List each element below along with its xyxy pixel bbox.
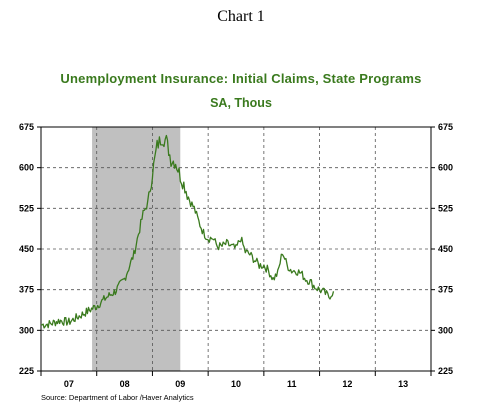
y-tick-label-left: 300 xyxy=(19,325,34,335)
y-tick-label-right: 675 xyxy=(438,122,453,132)
tick-labels: 225 225 300 300 375 375 450 450 525 525 600 600 675 6… xyxy=(19,122,453,389)
x-tick-label: 11 xyxy=(287,379,297,389)
chart-title: Unemployment Insurance: Initial Claims, … xyxy=(60,71,422,86)
x-tick-label: 10 xyxy=(231,379,241,389)
y-tick-label-right: 450 xyxy=(438,244,453,254)
y-tick-label-right: 300 xyxy=(438,325,453,335)
x-tick-label: 12 xyxy=(342,379,352,389)
x-tick-label: 07 xyxy=(64,379,74,389)
y-tick-label-left: 375 xyxy=(19,285,34,295)
source-note: Source: Department of Labor /Haver Analy… xyxy=(41,393,194,402)
x-tick-label: 08 xyxy=(120,379,130,389)
y-tick-label-right: 375 xyxy=(438,285,453,295)
y-tick-label-left: 525 xyxy=(19,203,34,213)
y-tick-label-right: 600 xyxy=(438,163,453,173)
axes xyxy=(37,126,435,376)
series-line xyxy=(41,134,335,329)
x-tick-label: 09 xyxy=(175,379,185,389)
y-tick-label-left: 225 xyxy=(19,366,34,376)
gridlines xyxy=(41,127,431,371)
chart-subtitle: SA, Thous xyxy=(210,96,272,110)
y-tick-label-left: 675 xyxy=(19,122,34,132)
y-tick-label-right: 225 xyxy=(438,366,453,376)
x-tick-label: 13 xyxy=(398,379,408,389)
chart-header: Chart 1 xyxy=(217,8,265,25)
plot-frame xyxy=(40,126,432,372)
y-tick-label-right: 525 xyxy=(438,203,453,213)
y-tick-label-left: 600 xyxy=(19,163,34,173)
y-tick-label-left: 450 xyxy=(19,244,34,254)
